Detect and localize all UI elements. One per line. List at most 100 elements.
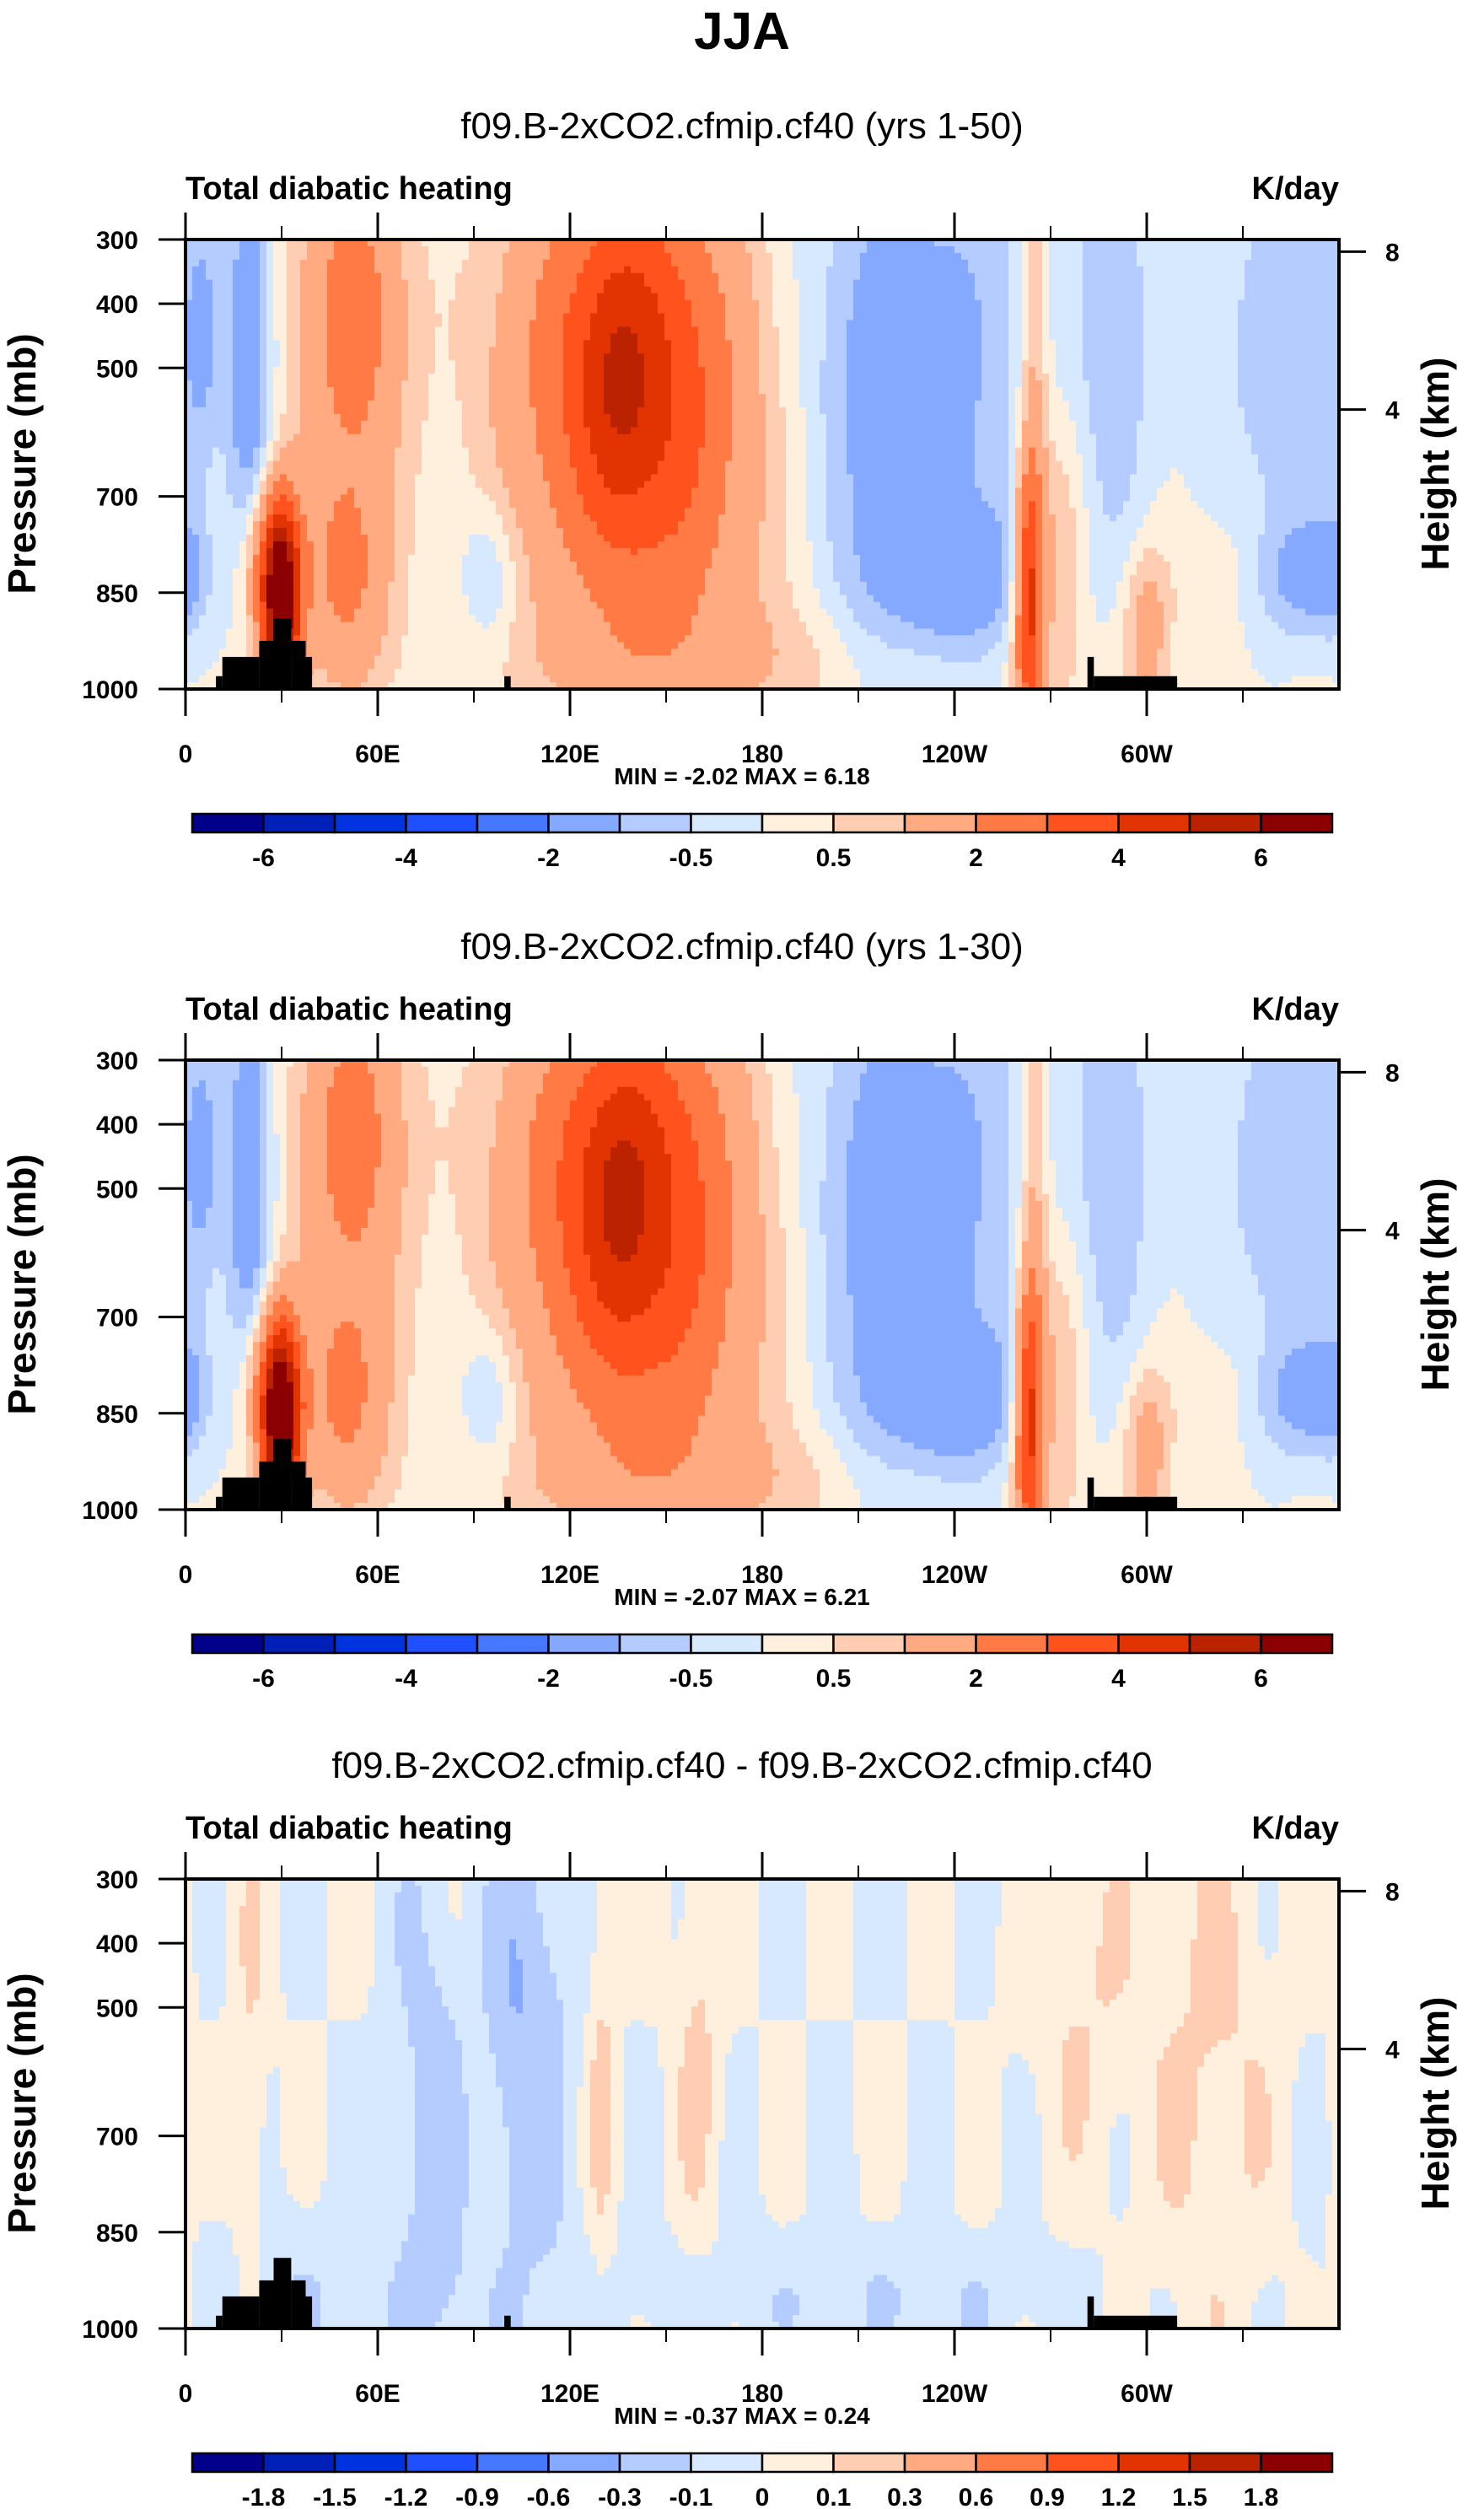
contour-cell bbox=[496, 1368, 510, 1376]
contour-cell bbox=[1076, 574, 1090, 583]
contour-cell bbox=[705, 1060, 746, 1068]
contour-cell bbox=[1022, 1268, 1030, 1276]
contour-cell bbox=[1042, 1234, 1050, 1242]
contour-cell bbox=[644, 400, 672, 408]
contour-cell bbox=[610, 272, 645, 281]
contour-cell bbox=[975, 1241, 1009, 1249]
units-label: K/day bbox=[1252, 171, 1339, 207]
contour-cell bbox=[1245, 1234, 1340, 1242]
contour-cell bbox=[1123, 1328, 1151, 1336]
contour-cell bbox=[233, 1160, 261, 1168]
contour-cell bbox=[503, 1086, 544, 1095]
contour-cell bbox=[354, 1435, 389, 1444]
contour-cell bbox=[186, 1247, 234, 1256]
contour-cell bbox=[840, 628, 868, 636]
contour-cell bbox=[1008, 333, 1023, 341]
contour-cell bbox=[550, 1496, 766, 1504]
contour-cell bbox=[1157, 1308, 1191, 1316]
contour-cell bbox=[887, 608, 996, 616]
contour-cell bbox=[1042, 266, 1050, 274]
contour-cell bbox=[1015, 481, 1023, 488]
contour-cell bbox=[725, 326, 760, 334]
contour-cell bbox=[1238, 1422, 1266, 1430]
contour-cell bbox=[361, 514, 395, 522]
contour-cell bbox=[691, 487, 726, 495]
contour-cell bbox=[395, 1489, 503, 1497]
contour-cell bbox=[496, 326, 530, 334]
contour-cell bbox=[799, 1140, 827, 1149]
contour-cell bbox=[260, 1214, 267, 1222]
contour-cell bbox=[462, 588, 503, 596]
contour-cell bbox=[428, 393, 456, 401]
contour-cell bbox=[246, 581, 254, 590]
contour-cell bbox=[799, 1220, 820, 1229]
contour-cell bbox=[266, 400, 274, 408]
contour-cell bbox=[1042, 1381, 1057, 1390]
contour-cell bbox=[266, 240, 274, 247]
contour-cell bbox=[186, 1073, 240, 1081]
contour-cell bbox=[1143, 1127, 1239, 1135]
contour-cell bbox=[981, 380, 1009, 388]
contour-cell bbox=[1076, 427, 1090, 435]
contour-cell bbox=[712, 252, 753, 261]
contour-cell bbox=[246, 1469, 254, 1477]
contour-cell bbox=[476, 1355, 490, 1363]
contour-cell bbox=[887, 1429, 996, 1437]
contour-cell bbox=[489, 1187, 530, 1195]
contour-cell bbox=[381, 306, 409, 315]
contour-cell bbox=[293, 1342, 301, 1349]
contour-cell bbox=[583, 266, 625, 274]
contour-cell bbox=[981, 1133, 1009, 1142]
contour-cell bbox=[853, 1355, 1003, 1363]
contour-cell bbox=[415, 474, 476, 482]
contour-cell bbox=[260, 622, 267, 630]
contour-cell bbox=[988, 1322, 1009, 1329]
contour-cell bbox=[1076, 541, 1090, 549]
contour-cell bbox=[1042, 649, 1050, 656]
contour-cell bbox=[206, 259, 234, 267]
contour-cell bbox=[300, 1247, 402, 1256]
contour-cell bbox=[260, 1154, 267, 1161]
contour-cell bbox=[186, 393, 193, 401]
contour-cell bbox=[260, 1402, 267, 1410]
contour-cell bbox=[590, 1274, 665, 1283]
contour-cell bbox=[401, 635, 510, 643]
contour-cell bbox=[1049, 1086, 1083, 1095]
contour-cell bbox=[199, 1375, 213, 1383]
contour-cell bbox=[1008, 340, 1023, 347]
contour-cell bbox=[219, 1469, 247, 1477]
contour-cell bbox=[408, 1429, 470, 1437]
colorbar-label: 2 bbox=[969, 844, 983, 872]
contour-cell bbox=[422, 433, 463, 442]
contour-cell bbox=[610, 1154, 638, 1161]
contour-cell bbox=[1170, 1489, 1259, 1497]
contour-cell bbox=[1008, 487, 1016, 495]
contour-cell bbox=[1029, 1442, 1036, 1451]
contour-cell bbox=[1123, 642, 1137, 649]
contour-cell bbox=[293, 554, 301, 563]
contour-cell bbox=[563, 1361, 611, 1370]
contour-cell bbox=[664, 333, 699, 341]
contour-cell bbox=[408, 333, 436, 341]
contour-cell bbox=[1137, 420, 1245, 428]
contour-cell bbox=[354, 615, 389, 623]
contour-cell bbox=[556, 1181, 584, 1188]
contour-cell bbox=[266, 1187, 281, 1195]
contour-cell bbox=[583, 340, 611, 347]
contour-cell bbox=[556, 1174, 584, 1182]
contour-cell bbox=[307, 1086, 328, 1095]
contour-cell bbox=[334, 1066, 368, 1074]
contour-cell bbox=[395, 1381, 409, 1390]
contour-cell bbox=[192, 279, 213, 288]
contour-cell bbox=[1123, 1388, 1137, 1397]
contour-cell bbox=[766, 460, 787, 469]
contour-cell bbox=[1008, 427, 1016, 435]
contour-cell bbox=[1164, 628, 1171, 636]
contour-cell bbox=[1164, 1435, 1178, 1444]
contour-cell bbox=[233, 1429, 247, 1437]
contour-cell bbox=[266, 501, 274, 509]
contour-cell bbox=[1022, 1247, 1043, 1256]
contour-cell bbox=[853, 1429, 888, 1437]
contour-cell bbox=[1089, 547, 1131, 556]
contour-cell bbox=[1022, 662, 1036, 670]
